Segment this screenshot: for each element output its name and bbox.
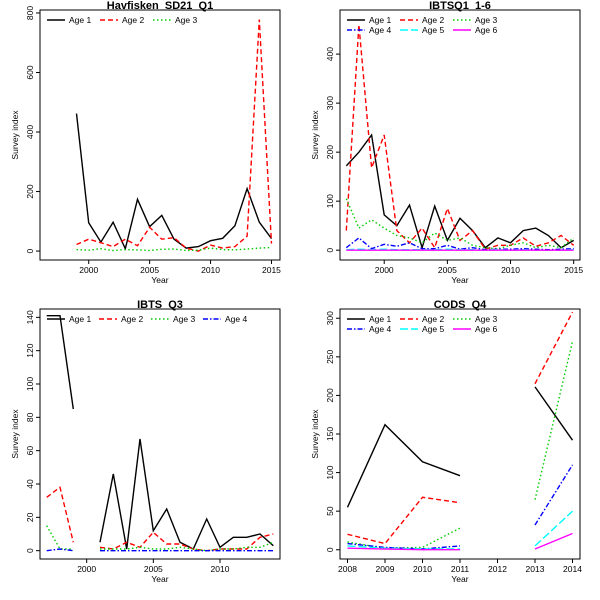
panel-1: Havfisken_SD21_Q1 2000 2005 2010 2015 0 200 400…: [10, 0, 281, 285]
y-tick-label: 0: [25, 248, 35, 253]
legend-label: Age 2: [422, 15, 444, 25]
series-line-age-1: [75, 113, 273, 251]
x-tick-label: 2014: [563, 564, 582, 574]
y-tick-label: 100: [25, 377, 35, 391]
x-tick-label: 2005: [438, 265, 457, 275]
legend-label: Age 2: [422, 314, 444, 324]
y-tick-label: 250: [325, 349, 335, 363]
x-tick-label: 2012: [488, 564, 507, 574]
series-line-age-2: [345, 24, 575, 251]
series-line-age-4: [46, 548, 274, 552]
series-line-age-3: [347, 341, 574, 549]
plot-frame: [339, 9, 581, 261]
legend-label: Age 3: [173, 314, 195, 324]
legend-label: Age 4: [369, 324, 391, 334]
y-tick-label: 60: [25, 446, 35, 456]
series-line-age-1: [346, 386, 574, 508]
y-tick-label: 50: [325, 506, 335, 516]
y-axis-label: Survey index: [310, 409, 320, 459]
y-tick-label: 600: [25, 65, 35, 79]
y-axis-label: Survey index: [10, 110, 20, 160]
plot-frame: [339, 308, 581, 560]
plot-frame: [39, 9, 281, 261]
x-tick-label: 2013: [526, 564, 545, 574]
x-tick-label: 2005: [140, 265, 159, 275]
x-tick-label: 2000: [77, 564, 96, 574]
x-tick-label: 2000: [375, 265, 394, 275]
y-tick-label: 140: [25, 310, 35, 324]
chart-title: CODS_Q4: [434, 299, 487, 311]
legend-label: Age 1: [69, 314, 91, 324]
y-tick-label: 800: [25, 6, 35, 20]
y-tick-label: 100: [325, 194, 335, 208]
y-tick-label: 150: [325, 427, 335, 441]
y-tick-label: 40: [25, 479, 35, 489]
x-tick-label: 2015: [262, 265, 281, 275]
y-tick-label: 0: [325, 547, 335, 552]
y-tick-label: 80: [25, 412, 35, 422]
legend-label: Age 3: [175, 15, 197, 25]
y-tick-label: 100: [325, 465, 335, 479]
legend-label: Age 1: [369, 314, 391, 324]
y-tick-label: 20: [25, 512, 35, 522]
series-line-age-4: [345, 236, 574, 251]
y-tick-label: 400: [325, 47, 335, 61]
x-tick-label: 2010: [413, 564, 432, 574]
x-tick-label: 2010: [201, 265, 220, 275]
x-axis-label: Year: [451, 574, 468, 584]
x-axis-label: Year: [451, 275, 468, 285]
x-tick-label: 2010: [211, 564, 230, 574]
y-tick-label: 0: [325, 248, 335, 253]
y-tick-label: 200: [25, 184, 35, 198]
legend-label: Age 3: [475, 314, 497, 324]
legend-label: Age 2: [121, 314, 143, 324]
series-line-age-2: [347, 311, 574, 545]
legend-label: Age 5: [422, 25, 444, 35]
plot-frame: [39, 308, 281, 560]
legend-label: Age 6: [475, 25, 497, 35]
series-line-age-2: [76, 19, 273, 252]
chart-title: Havfisken_SD21_Q1: [107, 0, 213, 12]
legend-label: Age 3: [475, 15, 497, 25]
series-line-age-4: [347, 464, 574, 550]
series-line-age-5: [347, 510, 573, 550]
y-tick-label: 400: [25, 125, 35, 139]
x-tick-label: 2009: [376, 564, 395, 574]
x-tick-label: 2015: [564, 265, 583, 275]
x-tick-label: 2008: [338, 564, 357, 574]
series-line-age-3: [76, 246, 272, 252]
x-tick-label: 2010: [501, 265, 520, 275]
legend-label: Age 4: [369, 25, 391, 35]
panel-4: CODS_Q4 2008 2009 2010 2011 2012 2013 2014 0 50 10…: [310, 299, 582, 584]
x-tick-label: 2011: [451, 564, 470, 574]
panel-3: IBTS_Q3 2000 2005 2010 0 20 40 60 80 100 120 140 Yea…: [10, 299, 281, 584]
x-tick-label: 2005: [144, 564, 163, 574]
series-line-age-1: [345, 133, 575, 251]
x-axis-label: Year: [151, 275, 168, 285]
y-tick-label: 300: [325, 311, 335, 325]
legend-label: Age 2: [122, 15, 144, 25]
legend-label: Age 4: [225, 314, 247, 324]
panel-2: IBTSQ1_1-6 2000 2005 2010 2015 0 100 200 300 400 Y…: [310, 0, 583, 285]
x-axis-label: Year: [151, 574, 168, 584]
chart-title: IBTS_Q3: [137, 299, 183, 311]
y-tick-label: 0: [25, 548, 35, 553]
series-line-age-2: [46, 486, 274, 552]
y-tick-label: 200: [325, 145, 335, 159]
y-axis-label: Survey index: [310, 110, 320, 160]
legend-label: Age 1: [369, 15, 391, 25]
series-line-age-6: [347, 532, 573, 551]
legend-label: Age 5: [422, 324, 444, 334]
series-line-age-3: [46, 525, 274, 552]
series-line-age-1: [46, 315, 274, 550]
legend-label: Age 1: [69, 15, 91, 25]
y-axis-label: Survey index: [10, 409, 20, 459]
chart-title: IBTSQ1_1-6: [429, 0, 491, 12]
y-tick-label: 200: [325, 388, 335, 402]
legend-label: Age 6: [475, 324, 497, 334]
y-tick-label: 120: [25, 343, 35, 357]
y-tick-label: 300: [325, 96, 335, 110]
x-tick-label: 2000: [79, 265, 98, 275]
